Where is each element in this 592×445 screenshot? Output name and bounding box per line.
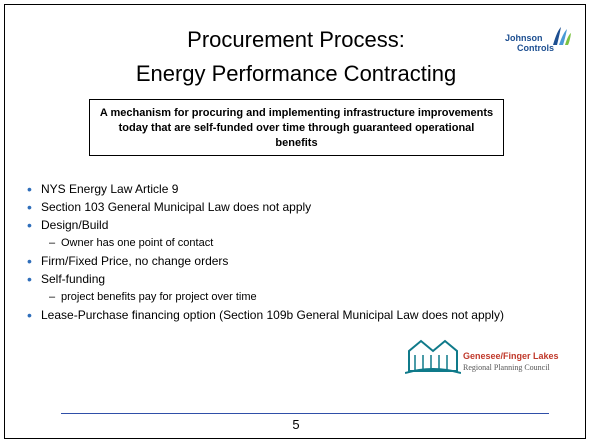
sub-bullet: Owner has one point of contact — [27, 235, 581, 252]
gflrpc-icon — [405, 339, 461, 374]
bullet: Section 103 General Municipal Law does n… — [27, 199, 581, 216]
bullet-list: NYS Energy Law Article 9Section 103 Gene… — [27, 181, 581, 325]
title-line: Energy Performance Contracting — [135, 61, 457, 86]
callout: A mechanism for procuring and implementi… — [89, 99, 504, 156]
bullet: NYS Energy Law Article 9 — [27, 181, 581, 198]
slide: Procurement Process: Energy Performance … — [4, 4, 586, 439]
page-number: 5 — [292, 417, 300, 432]
bullet: Lease-Purchase financing option (Section… — [27, 307, 581, 324]
bullet: Design/Build — [27, 217, 581, 234]
bullet: Self-funding — [27, 271, 581, 288]
sub-bullet: project benefits pay for project over ti… — [27, 289, 581, 306]
gflrpc-logo: Genesee/Finger Lakes Regional Planning C… — [463, 351, 559, 373]
logo-text: Johnson — [505, 33, 543, 43]
logo-text: Genesee/Finger Lakes — [463, 351, 559, 361]
title-line: Procurement Process: — [187, 27, 405, 52]
logo-text: Regional Planning Council — [463, 363, 550, 372]
logo-icon — [553, 27, 571, 45]
bullet: Firm/Fixed Price, no change orders — [27, 253, 581, 270]
footer-rule — [61, 413, 549, 414]
logo-text: Controls — [517, 43, 554, 53]
johnson-controls-logo: Johnson Controls — [505, 33, 554, 53]
